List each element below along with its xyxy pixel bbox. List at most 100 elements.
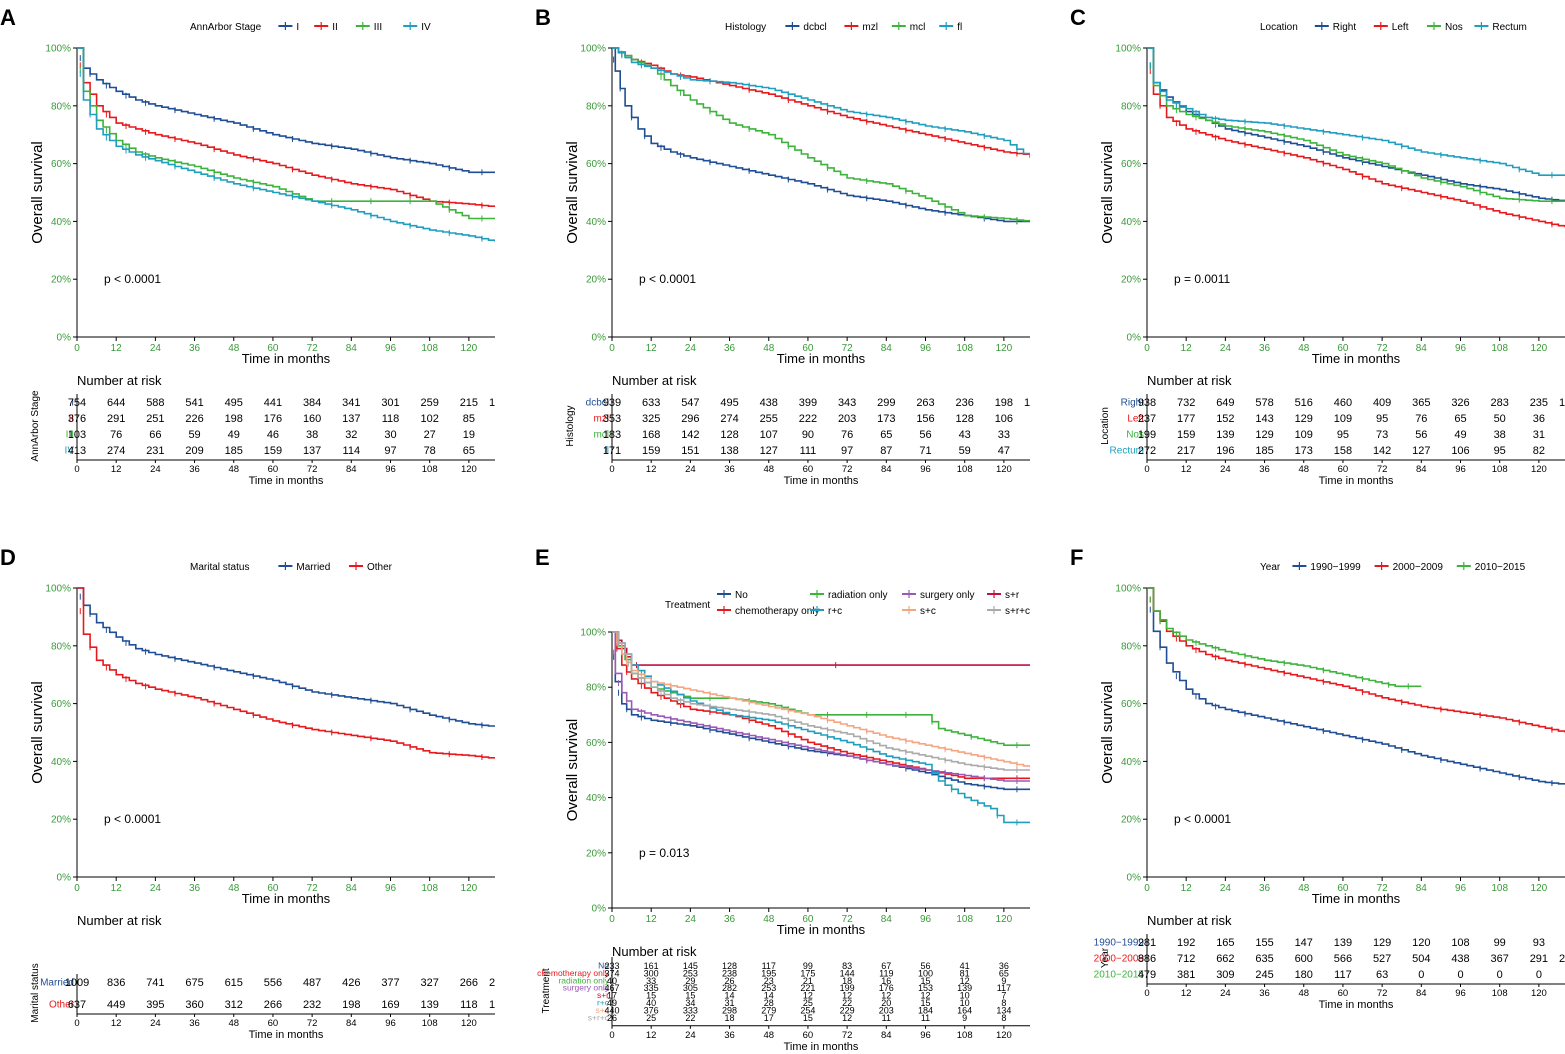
risk-count: 547: [681, 397, 699, 409]
risk-x-tick-label: 108: [957, 464, 973, 475]
p-value: p < 0.0001: [104, 272, 161, 286]
risk-count: 99: [803, 961, 813, 971]
risk-count: 1: [1559, 397, 1565, 409]
risk-count: 155: [1255, 937, 1273, 949]
risk-count: 18: [725, 1013, 735, 1023]
x-axis-label: Time in months: [242, 891, 331, 906]
risk-count: 566: [1334, 953, 1352, 965]
risk-count: 10: [960, 998, 970, 1008]
risk-row-label: chemotherapy only: [537, 968, 610, 978]
risk-count: 169: [381, 999, 399, 1011]
risk-x-tick-label: 24: [150, 1018, 161, 1029]
y-tick-label: 40%: [51, 217, 71, 228]
x-tick-label: 96: [1455, 883, 1467, 894]
risk-row-label: No: [598, 961, 609, 971]
survival-curve-s-r: [612, 631, 1030, 666]
legend-entry: No: [735, 590, 748, 601]
risk-count: 12: [881, 991, 891, 1001]
risk-count: 266: [264, 999, 282, 1011]
risk-count: 8: [1001, 1013, 1006, 1023]
risk-count: 309: [1216, 969, 1234, 981]
panel-a: A AnnArbor Stage I II III IV0%20%40%60%80%100…: [0, 5, 495, 487]
risk-count: 203: [838, 413, 856, 425]
y-tick-label: 20%: [586, 848, 606, 859]
panel-letter: D: [0, 545, 16, 570]
x-tick-label: 48: [1298, 883, 1310, 894]
risk-count: 139: [1216, 429, 1234, 441]
risk-count: 32: [345, 429, 357, 441]
risk-count: 426: [342, 977, 360, 989]
risk-count: 47: [998, 445, 1010, 457]
risk-x-tick-label: 12: [646, 464, 657, 475]
risk-table-title: Number at risk: [612, 944, 697, 959]
legend: AnnArbor Stage I II III IV: [190, 22, 431, 33]
risk-count: 38: [306, 429, 318, 441]
x-tick-label: 108: [1491, 883, 1508, 894]
risk-x-axis-label: Time in months: [249, 1029, 324, 1041]
panel-letter: A: [0, 5, 16, 30]
risk-count: 137: [303, 445, 321, 457]
risk-count: 395: [146, 999, 164, 1011]
risk-count: 300: [644, 968, 659, 978]
risk-count: 175: [800, 968, 815, 978]
risk-x-tick-label: 36: [724, 1030, 735, 1041]
survival-curve-2000-2009: [1147, 587, 1565, 733]
risk-count: 159: [1177, 429, 1195, 441]
risk-count: 36: [1533, 413, 1545, 425]
risk-count: 281: [1138, 937, 1156, 949]
risk-row-label: mcl: [593, 430, 609, 441]
risk-count: 129: [1255, 429, 1273, 441]
risk-count: 353: [603, 413, 621, 425]
y-tick-label: 40%: [1121, 217, 1141, 228]
risk-count: 29: [685, 976, 695, 986]
risk-count: 114: [343, 445, 361, 457]
x-tick-label: 60: [1337, 883, 1349, 894]
risk-count: 644: [107, 397, 125, 409]
panel-b: B Histology dcbcl mzl mcl fl0%20%40%60%80%100…: [535, 5, 1030, 487]
risk-count: 23: [764, 976, 774, 986]
risk-count: 10: [960, 991, 970, 1001]
x-tick-label: 24: [1220, 883, 1232, 894]
legend-entry: r+c: [828, 606, 842, 617]
x-tick-label: 36: [1259, 343, 1271, 354]
x-tick-label: 108: [956, 914, 973, 925]
risk-count: 360: [185, 999, 203, 1011]
risk-count: 85: [463, 413, 475, 425]
x-tick-label: 48: [228, 883, 240, 894]
risk-count: 164: [957, 1005, 972, 1015]
risk-count: 662: [1216, 953, 1234, 965]
legend-entry: Rectum: [1492, 22, 1526, 33]
x-tick-label: 120: [996, 914, 1013, 925]
y-tick-label: 40%: [586, 793, 606, 804]
x-tick-label: 12: [111, 883, 123, 894]
risk-x-tick-label: 72: [842, 464, 853, 475]
legend-entry: Other: [367, 562, 393, 573]
x-tick-label: 24: [1220, 343, 1232, 354]
risk-x-tick-label: 36: [189, 1018, 200, 1029]
risk-count: 367: [1491, 953, 1509, 965]
x-axis-label: Time in months: [777, 351, 866, 366]
x-tick-label: 84: [346, 343, 358, 354]
risk-count: 251: [146, 413, 164, 425]
risk-count: 63: [1376, 969, 1388, 981]
risk-count: 153: [918, 983, 933, 993]
y-tick-label: 20%: [51, 275, 71, 286]
risk-count: 254: [800, 1005, 815, 1015]
risk-count: 120: [1412, 937, 1430, 949]
x-tick-label: 0: [74, 883, 80, 894]
legend-entry: IV: [421, 22, 431, 33]
risk-count: 40: [607, 976, 617, 986]
x-tick-label: 12: [646, 914, 658, 925]
risk-x-tick-label: 0: [1144, 988, 1149, 999]
risk-row-label: III: [66, 430, 74, 441]
risk-count: 19: [463, 429, 475, 441]
x-tick-label: 108: [1491, 343, 1508, 354]
risk-count: 36: [999, 961, 1009, 971]
risk-count: 139: [421, 999, 439, 1011]
risk-count: 180: [1295, 969, 1313, 981]
risk-count: 118: [460, 999, 478, 1011]
risk-count: 376: [644, 1005, 659, 1015]
risk-count: 374: [604, 968, 619, 978]
risk-count: 335: [644, 983, 659, 993]
